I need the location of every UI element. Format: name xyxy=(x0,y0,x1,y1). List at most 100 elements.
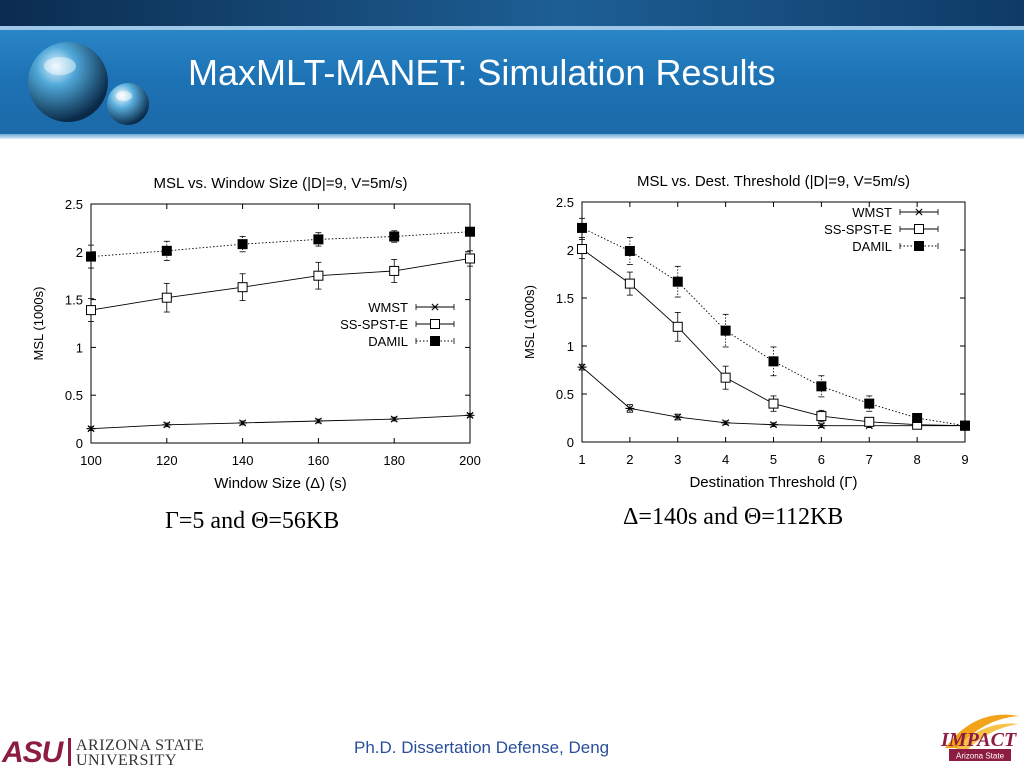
top-stripe xyxy=(0,26,1024,30)
asu-logo-line1: ARIZONA STATE xyxy=(76,737,205,754)
y-tick-label: 0 xyxy=(567,435,574,450)
chart-title: MSL vs. Dest. Threshold (|D|=9, V=5m/s) xyxy=(637,173,910,190)
y-tick-label: 0.5 xyxy=(65,388,83,403)
data-point-damil xyxy=(237,239,248,250)
data-point-wmst xyxy=(465,411,475,419)
data-point-ss-spst-e xyxy=(816,411,827,422)
impact-logo-icon: IMPACT Arizona State xyxy=(940,714,1019,761)
legend-label: SS-SPST-E xyxy=(340,317,408,332)
x-tick-label: 1 xyxy=(578,452,585,467)
series-line-damil xyxy=(90,231,471,258)
title-banner xyxy=(0,30,1024,134)
data-point-wmst xyxy=(769,421,778,429)
data-point-ss-spst-e xyxy=(768,398,779,409)
x-axis-label: Destination Threshold (Γ) xyxy=(689,474,857,491)
data-point-ss-spst-e xyxy=(237,282,248,293)
legend-label: WMST xyxy=(852,205,892,220)
impact-logo-subtext: Arizona State xyxy=(956,752,1005,761)
data-point-ss-spst-e xyxy=(720,372,731,383)
x-tick-label: 200 xyxy=(459,453,481,468)
data-point-damil xyxy=(161,245,172,256)
x-tick-label: 120 xyxy=(156,453,178,468)
caption-left: Γ=5 and Θ=56KB xyxy=(165,508,340,534)
data-point-ss-spst-e xyxy=(389,265,400,276)
legend-marker xyxy=(430,336,440,346)
y-tick-label: 0 xyxy=(76,436,83,451)
bubble-logo-icon xyxy=(28,42,149,125)
data-point-damil xyxy=(768,356,779,367)
y-axis-label: MSL (1000s) xyxy=(522,285,537,359)
top-bar xyxy=(0,0,1024,26)
x-tick-label: 2 xyxy=(626,452,633,467)
data-point-wmst xyxy=(816,422,826,430)
data-point-damil xyxy=(720,325,731,336)
data-point-ss-spst-e xyxy=(465,253,475,264)
data-point-damil xyxy=(86,251,96,262)
data-point-damil xyxy=(624,245,635,256)
data-point-damil xyxy=(313,234,324,245)
data-point-damil xyxy=(864,398,875,409)
data-point-wmst xyxy=(389,415,399,423)
y-tick-label: 2.5 xyxy=(556,195,574,210)
x-tick-label: 160 xyxy=(308,453,330,468)
chart-title: MSL vs. Window Size (|D|=9, V=5m/s) xyxy=(154,175,408,192)
data-point-damil xyxy=(465,226,475,237)
x-tick-label: 5 xyxy=(770,452,777,467)
legend-marker xyxy=(430,303,440,311)
banner-edge xyxy=(0,134,1024,139)
x-tick-label: 3 xyxy=(674,452,681,467)
y-tick-label: 2.5 xyxy=(65,197,83,212)
data-point-wmst xyxy=(238,419,248,427)
legend-label: DAMIL xyxy=(852,239,892,254)
asu-logo-mark: ASU xyxy=(2,736,63,769)
data-point-ss-spst-e xyxy=(864,416,875,427)
legend-marker xyxy=(914,208,924,216)
data-point-wmst xyxy=(625,404,635,412)
data-point-wmst xyxy=(721,419,731,427)
page-title: MaxMLT-MANET: Simulation Results xyxy=(188,52,776,93)
data-point-damil xyxy=(389,231,400,242)
series-line-ss-spst-e xyxy=(90,258,471,311)
y-tick-label: 0.5 xyxy=(556,387,574,402)
legend-marker xyxy=(914,241,924,251)
legend-label: WMST xyxy=(368,300,408,315)
asu-logo-line2: UNIVERSITY xyxy=(76,752,177,769)
x-tick-label: 6 xyxy=(818,452,825,467)
data-point-wmst xyxy=(673,413,683,421)
data-point-damil xyxy=(816,381,827,392)
y-tick-label: 1 xyxy=(567,339,574,354)
impact-logo-text: IMPACT xyxy=(940,729,1017,751)
data-point-ss-spst-e xyxy=(624,278,635,289)
legend-marker xyxy=(430,319,440,329)
y-tick-label: 2 xyxy=(76,245,83,260)
data-point-damil xyxy=(912,413,923,423)
data-point-ss-spst-e xyxy=(672,321,683,332)
x-tick-label: 9 xyxy=(961,452,968,467)
y-tick-label: 1.5 xyxy=(556,291,574,306)
y-tick-label: 2 xyxy=(567,243,574,258)
legend-label: DAMIL xyxy=(368,334,408,349)
x-tick-label: 100 xyxy=(80,453,102,468)
data-point-damil xyxy=(672,276,683,287)
data-point-ss-spst-e xyxy=(577,244,587,255)
y-axis-label: MSL (1000s) xyxy=(31,287,46,361)
chart-dest-threshold: MSL vs. Dest. Threshold (|D|=9, V=5m/s) 0… xyxy=(522,173,970,491)
data-point-wmst xyxy=(313,417,323,425)
chart-window-size: MSL vs. Window Size (|D|=9, V=5m/s) 0 0.5 1… xyxy=(31,175,481,492)
x-tick-label: 4 xyxy=(722,452,729,467)
data-point-wmst xyxy=(86,425,96,433)
plot-frame xyxy=(90,203,471,444)
x-tick-label: 7 xyxy=(866,452,873,467)
asu-logo-divider xyxy=(68,738,71,766)
y-tick-label: 1 xyxy=(76,340,83,355)
series-line-wmst xyxy=(90,414,471,430)
legend-marker xyxy=(914,224,924,234)
data-point-ss-spst-e xyxy=(86,305,96,316)
footer-text: Ph.D. Dissertation Defense, Deng xyxy=(354,738,610,757)
x-tick-label: 140 xyxy=(232,453,254,468)
x-tick-label: 180 xyxy=(383,453,405,468)
data-point-wmst xyxy=(577,363,587,371)
data-point-ss-spst-e xyxy=(313,270,324,281)
x-axis-label: Window Size (Δ) (s) xyxy=(214,475,347,492)
x-tick-label: 8 xyxy=(914,452,921,467)
